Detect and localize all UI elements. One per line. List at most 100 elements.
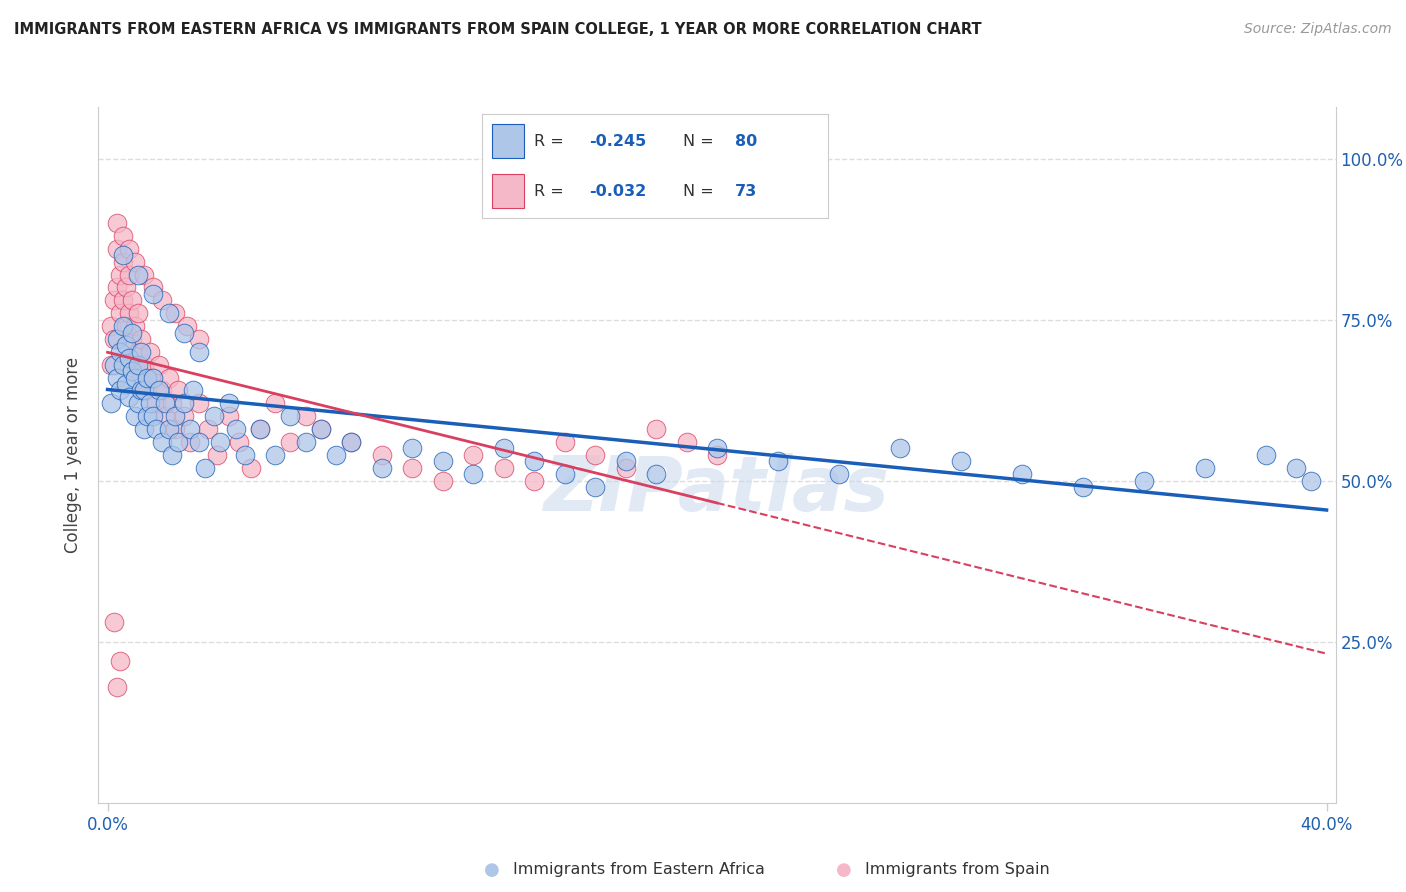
Point — [675, 435, 697, 450]
Point — [706, 448, 728, 462]
Point — [100, 396, 122, 410]
Text: Immigrants from Spain: Immigrants from Spain — [865, 863, 1049, 877]
Point — [523, 454, 546, 468]
Point — [118, 306, 141, 320]
Point — [103, 293, 125, 308]
Point — [371, 460, 394, 475]
Point — [134, 384, 156, 398]
Point — [239, 460, 262, 475]
Point — [160, 396, 183, 410]
Point — [207, 448, 229, 462]
Point — [401, 460, 423, 475]
Point — [166, 435, 188, 450]
Point — [142, 409, 165, 424]
Point — [100, 319, 122, 334]
Point — [121, 293, 143, 308]
Point — [432, 454, 454, 468]
Point — [157, 422, 180, 436]
Point — [889, 442, 911, 456]
Point — [173, 396, 195, 410]
Point — [134, 268, 156, 282]
Point — [1254, 448, 1277, 462]
Text: ZIPatlas: ZIPatlas — [544, 453, 890, 526]
Point — [766, 454, 789, 468]
Point — [280, 435, 302, 450]
Point — [264, 396, 287, 410]
Point — [136, 384, 159, 398]
Point — [115, 280, 138, 294]
Point — [105, 280, 128, 294]
Point — [249, 422, 271, 436]
Point — [155, 396, 177, 410]
Point — [148, 358, 170, 372]
Point — [309, 422, 332, 436]
Point — [949, 454, 972, 468]
Text: ●: ● — [835, 861, 852, 879]
Point — [706, 442, 728, 456]
Point — [554, 435, 576, 450]
Point — [401, 442, 423, 456]
Point — [121, 332, 143, 346]
Point — [103, 332, 125, 346]
Point — [118, 242, 141, 256]
Point — [108, 344, 131, 359]
Point — [152, 293, 174, 308]
Point — [188, 435, 211, 450]
Point — [121, 364, 143, 378]
Point — [127, 358, 149, 372]
Point — [152, 384, 174, 398]
Point — [181, 384, 204, 398]
Point — [105, 680, 128, 694]
Point — [127, 306, 149, 320]
Point — [105, 332, 128, 346]
Point — [157, 306, 180, 320]
Point — [142, 286, 165, 301]
Point — [100, 358, 122, 372]
Point — [129, 370, 152, 384]
Point — [145, 422, 167, 436]
Point — [209, 435, 232, 450]
Point — [124, 254, 146, 268]
Point — [194, 460, 217, 475]
Point — [218, 396, 240, 410]
Point — [105, 370, 128, 384]
Point — [129, 344, 152, 359]
Point — [1011, 467, 1033, 482]
Point — [202, 409, 225, 424]
Point — [294, 435, 316, 450]
Point — [645, 422, 668, 436]
Point — [142, 370, 165, 384]
Point — [115, 338, 138, 352]
Point — [264, 448, 287, 462]
Point — [1071, 480, 1094, 494]
Point — [179, 422, 201, 436]
Text: ●: ● — [484, 861, 501, 879]
Point — [233, 448, 256, 462]
Point — [309, 422, 332, 436]
Point — [108, 384, 131, 398]
Point — [163, 409, 186, 424]
Point — [188, 332, 211, 346]
Point — [583, 448, 606, 462]
Point — [111, 254, 134, 268]
Point — [463, 448, 485, 462]
Point — [103, 358, 125, 372]
Point — [197, 422, 219, 436]
Point — [163, 422, 186, 436]
Point — [105, 242, 128, 256]
Point — [108, 306, 131, 320]
Point — [1285, 460, 1308, 475]
Point — [142, 280, 165, 294]
Point — [554, 467, 576, 482]
Point — [118, 351, 141, 366]
Point — [583, 480, 606, 494]
Point — [176, 319, 198, 334]
Point — [148, 384, 170, 398]
Point — [111, 358, 134, 372]
Point — [129, 384, 152, 398]
Text: Immigrants from Eastern Africa: Immigrants from Eastern Africa — [513, 863, 765, 877]
Point — [340, 435, 363, 450]
Point — [828, 467, 851, 482]
Point — [492, 442, 515, 456]
Point — [121, 326, 143, 340]
